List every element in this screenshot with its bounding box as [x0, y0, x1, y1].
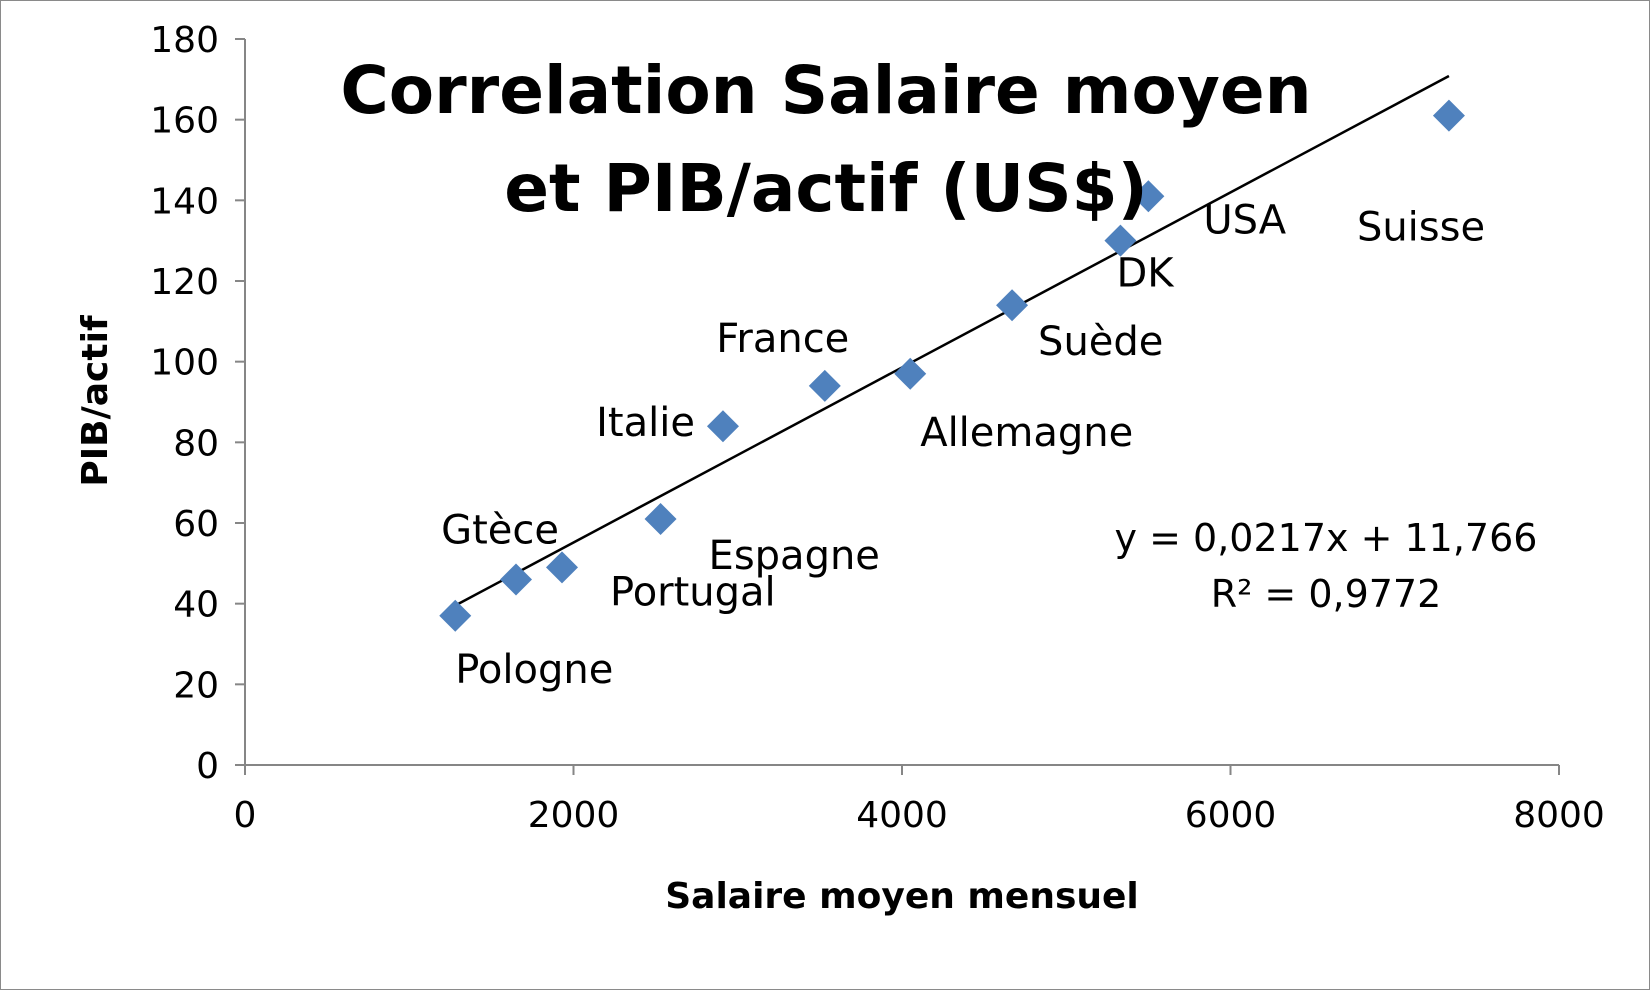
data-point-label: DK	[1116, 251, 1175, 297]
y-tick-label: 160	[150, 101, 219, 142]
axes	[235, 38, 1560, 775]
y-tick-label: 120	[150, 262, 219, 303]
data-point-marker	[500, 563, 533, 596]
data-point-marker	[894, 357, 927, 390]
x-axis-label: Salaire moyen mensuel	[665, 876, 1139, 917]
y-tick-label: 100	[150, 343, 219, 384]
tick-labels: 0 20 40 60 80 100 120 140 160 180 0 2000 4000 6000 800…	[150, 20, 1605, 836]
data-point-marker	[996, 289, 1029, 322]
data-point-label: Pologne	[455, 647, 613, 693]
data-point-marker	[1132, 180, 1165, 213]
y-axis-label: PIB/actif	[75, 315, 116, 487]
data-point-marker	[1432, 99, 1465, 132]
y-tick-label: 180	[150, 20, 219, 61]
y-tick-label: 20	[173, 665, 219, 706]
y-tick-label: 0	[196, 746, 219, 787]
data-point-label: USA	[1203, 197, 1286, 243]
data-point-label: Portugal	[610, 569, 776, 615]
chart-title-line-1: Correlation Salaire moyen	[340, 52, 1311, 129]
data-point-marker	[439, 599, 472, 632]
x-tick-label: 8000	[1513, 795, 1605, 836]
data-point-label: Gtèce	[441, 507, 559, 553]
data-point-label: Espagne	[709, 533, 880, 579]
data-markers	[439, 99, 1465, 632]
y-tick-label: 60	[173, 504, 219, 545]
y-tick-label: 140	[150, 181, 219, 222]
data-point-marker	[546, 551, 579, 584]
data-point-marker	[808, 369, 841, 402]
data-point-label: Allemagne	[920, 410, 1133, 456]
chart-title-line-2: et PIB/actif (US$)	[504, 150, 1148, 227]
data-point-label: Suisse	[1357, 205, 1485, 251]
data-point-label: Suède	[1038, 319, 1163, 365]
x-tick-label: 4000	[856, 795, 948, 836]
trendline	[454, 74, 1450, 607]
data-point-marker	[644, 502, 677, 535]
x-tick-label: 0	[234, 795, 257, 836]
data-point-marker	[706, 410, 739, 443]
trendline-equation: y = 0,0217x + 11,766	[1115, 516, 1538, 560]
y-tick-label: 80	[173, 423, 219, 464]
data-point-label: France	[716, 316, 849, 362]
y-tick-label: 40	[173, 585, 219, 626]
x-tick-label: 6000	[1185, 795, 1277, 836]
data-point-label: Italie	[596, 400, 695, 446]
data-point-marker	[1104, 224, 1137, 257]
x-tick-label: 2000	[528, 795, 620, 836]
trendline-r-squared: R² = 0,9772	[1211, 572, 1442, 616]
